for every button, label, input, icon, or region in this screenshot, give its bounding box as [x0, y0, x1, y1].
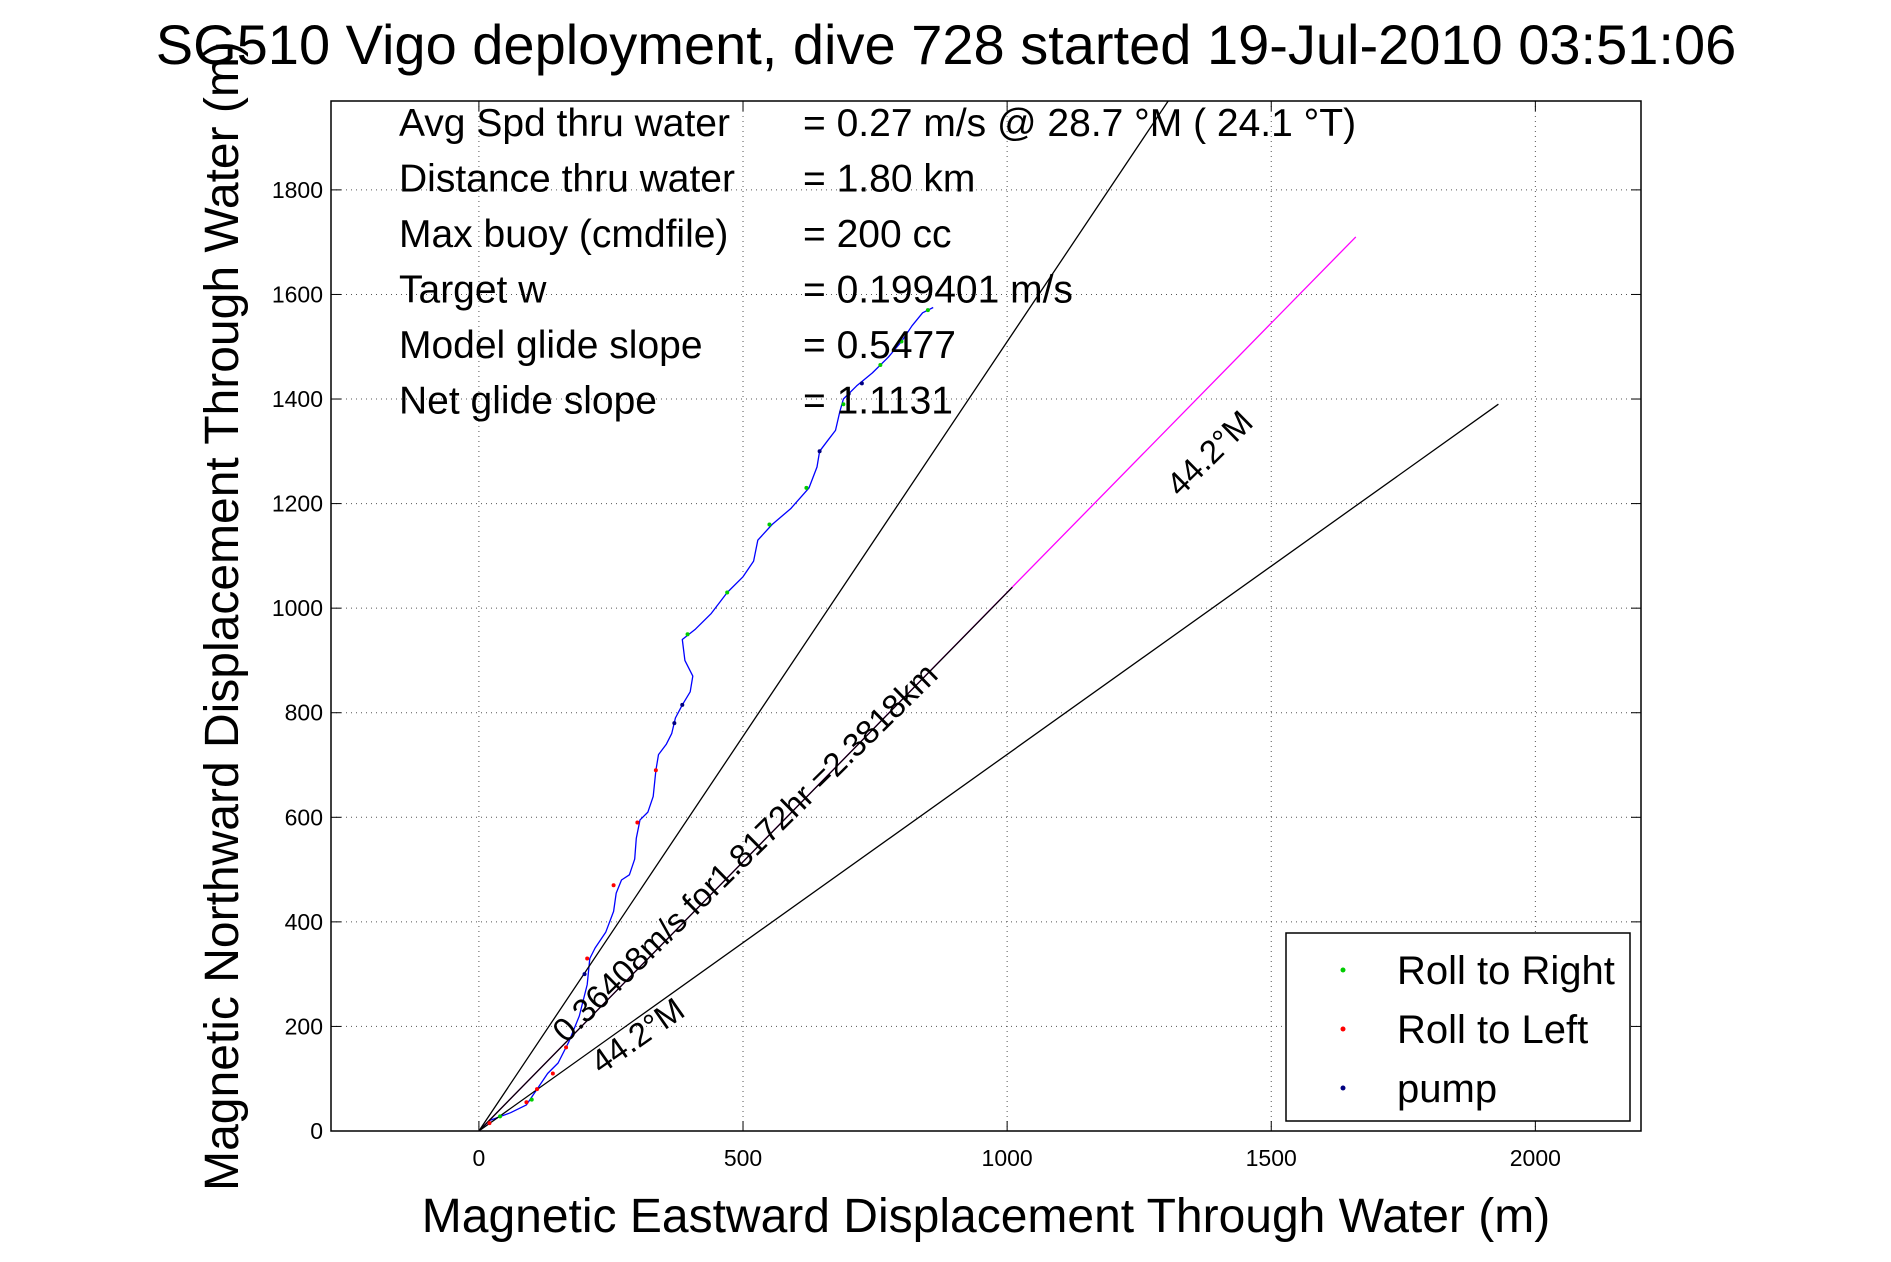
chart-title: SG510 Vigo deployment, dive 728 started … [156, 13, 1737, 76]
info-value: = 0.5477 [803, 324, 956, 367]
y-tick-label: 0 [310, 1118, 323, 1144]
legend: Roll to Right Roll to Left pump [1285, 932, 1631, 1122]
info-label: Distance thru water [399, 158, 735, 201]
y-tick-label: 1400 [272, 386, 323, 412]
marker-pump [680, 702, 685, 707]
marker-roll-left [611, 883, 616, 888]
marker-roll-right [529, 1097, 534, 1102]
legend-marker [1340, 1026, 1346, 1032]
series-lines [478, 100, 1499, 1132]
marker-pump [672, 721, 677, 726]
marker-roll-left [585, 956, 590, 961]
annotations: 0.36408m/s for1.8172hr =2.3818km44.2°M44… [545, 403, 1260, 1081]
y-tick-label: 400 [285, 909, 323, 935]
marker-pump [846, 391, 851, 396]
legend-label: Roll to Right [1397, 949, 1615, 993]
y-tick-label: 1600 [272, 281, 323, 307]
marker-roll-right [925, 308, 930, 313]
axis-ticks: 0 500 1000 1500 2000 0 200 400 600 800 1000 1200 140… [272, 101, 1641, 1171]
y-axis-label: Magnetic Northward Displacement Through … [196, 41, 249, 1191]
series-heading-left [478, 100, 1169, 1132]
info-value: = 1.1131 [803, 380, 953, 423]
info-value: = 0.27 m/s @ 28.7 °M ( 24.1 °T) [803, 102, 1356, 145]
y-tick-label: 600 [285, 804, 323, 830]
info-label: Net glide slope [399, 380, 657, 423]
marker-roll-left [550, 1071, 555, 1076]
y-tick-label: 1000 [272, 595, 323, 621]
x-tick-label: 500 [724, 1145, 762, 1171]
x-tick-label: 0 [473, 1145, 486, 1171]
marker-roll-left [524, 1100, 529, 1105]
y-tick-label: 1200 [272, 491, 323, 517]
x-axis-label: Magnetic Eastward Displacement Through W… [422, 1190, 1550, 1243]
info-value: = 1.80 km [803, 158, 975, 201]
info-label: Target w [399, 269, 547, 312]
legend-label: pump [1397, 1067, 1497, 1111]
marker-roll-right [878, 363, 883, 368]
legend-label: Roll to Left [1397, 1008, 1588, 1052]
marker-pump [817, 449, 822, 454]
y-tick-label: 800 [285, 700, 323, 726]
y-tick-label: 1800 [272, 177, 323, 203]
x-tick-label: 1500 [1246, 1145, 1297, 1171]
y-tick-label: 200 [285, 1013, 323, 1039]
legend-marker [1340, 967, 1346, 973]
marker-roll-right [841, 402, 846, 407]
marker-roll-right [685, 632, 690, 637]
marker-pump [859, 381, 864, 386]
marker-roll-left [564, 1045, 569, 1050]
marker-roll-left [653, 768, 658, 773]
info-block: Avg Spd thru water = 0.27 m/s @ 28.7 °M (… [399, 102, 1356, 423]
series-track [478, 306, 934, 1132]
marker-roll-right [725, 590, 730, 595]
marker-roll-left [487, 1121, 492, 1126]
marker-roll-right [498, 1114, 503, 1119]
drift-annotation: 0.36408m/s for1.8172hr =2.3818km [545, 655, 945, 1049]
series-heading-right [478, 403, 1499, 1132]
marker-roll-right [767, 522, 772, 527]
plot-frame [330, 100, 1642, 1132]
marker-roll-left [635, 820, 640, 825]
x-tick-label: 2000 [1510, 1145, 1561, 1171]
series-markers [487, 308, 930, 1126]
legend-marker [1340, 1085, 1346, 1091]
series-heading-center [478, 586, 1013, 1132]
heading-annotation-upper: 44.2°M [1159, 403, 1260, 503]
info-value: = 0.199401 m/s [803, 269, 1073, 312]
marker-roll-right [899, 339, 904, 344]
x-tick-label: 1000 [982, 1145, 1033, 1171]
info-label: Model glide slope [399, 324, 703, 367]
info-value: = 200 cc [803, 213, 952, 256]
marker-pump [582, 972, 587, 977]
info-label: Avg Spd thru water [399, 102, 730, 145]
marker-roll-right [804, 485, 809, 490]
info-label: Max buoy (cmdfile) [399, 213, 728, 256]
marker-roll-left [535, 1087, 540, 1092]
